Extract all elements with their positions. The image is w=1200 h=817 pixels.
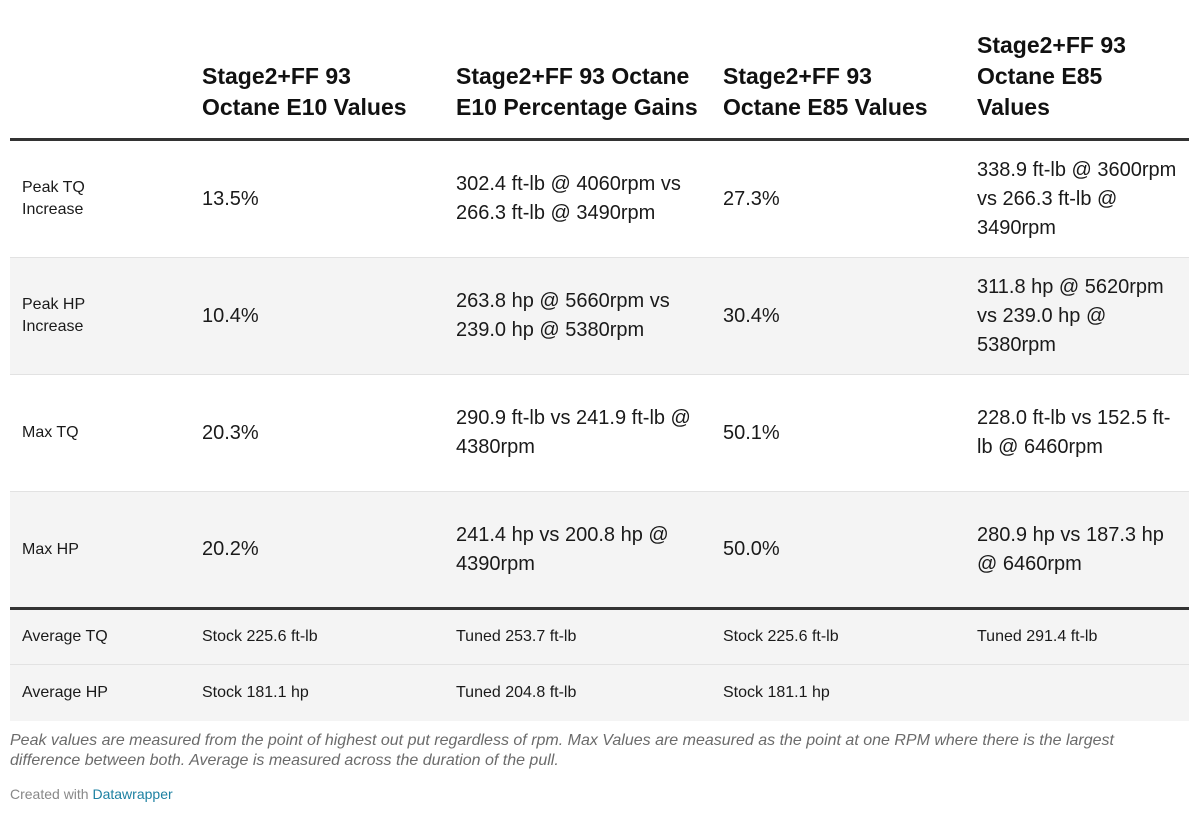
table-cell: 10.4%	[190, 257, 444, 375]
table-cell: 50.0%	[711, 491, 965, 610]
footer-row-label: Average HP	[10, 664, 190, 721]
table-cell: 280.9 hp vs 187.3 hp @ 6460rpm	[965, 491, 1189, 610]
footer-cell	[965, 664, 1189, 721]
footer-cell: Tuned 204.8 ft-lb	[444, 664, 711, 721]
row-label: Peak HP Increase	[10, 257, 190, 375]
table-cell: 290.9 ft-lb vs 241.9 ft-lb @ 4380rpm	[444, 374, 711, 492]
row-label: Peak TQ Increase	[10, 139, 190, 258]
table-row: Max HP 20.2% 241.4 hp vs 200.8 hp @ 4390…	[10, 491, 1189, 610]
datawrapper-link[interactable]: Datawrapper	[92, 786, 173, 802]
table-cell: 338.9 ft-lb @ 3600rpm vs 266.3 ft-lb @ 3…	[965, 139, 1189, 258]
footer-cell: Stock 181.1 hp	[190, 664, 444, 721]
data-table-container: Stage2+FF 93 Octane E10 Values Stage2+FF…	[10, 30, 1189, 721]
credit-line: Created with Datawrapper	[10, 785, 173, 803]
table-footer: Average TQ Stock 225.6 ft-lb Tuned 253.7…	[10, 608, 1189, 721]
row-label: Max TQ	[10, 374, 190, 492]
comparison-table: Stage2+FF 93 Octane E10 Values Stage2+FF…	[10, 30, 1189, 721]
footer-cell: Tuned 253.7 ft-lb	[444, 608, 711, 665]
row-label: Max HP	[10, 491, 190, 610]
table-body: Peak TQ Increase 13.5% 302.4 ft-lb @ 406…	[10, 139, 1189, 610]
table-cell: 20.2%	[190, 491, 444, 610]
table-cell: 13.5%	[190, 139, 444, 258]
header-row: Stage2+FF 93 Octane E10 Values Stage2+FF…	[10, 30, 1189, 141]
table-cell: 20.3%	[190, 374, 444, 492]
header-cell-e85-values-2[interactable]: Stage2+FF 93 Octane E85 Values	[965, 30, 1189, 141]
table-header: Stage2+FF 93 Octane E10 Values Stage2+FF…	[10, 30, 1189, 141]
table-cell: 27.3%	[711, 139, 965, 258]
table-cell: 263.8 hp @ 5660rpm vs 239.0 hp @ 5380rpm	[444, 257, 711, 375]
header-cell-e10-values[interactable]: Stage2+FF 93 Octane E10 Values	[190, 30, 444, 141]
table-row: Peak HP Increase 10.4% 263.8 hp @ 5660rp…	[10, 257, 1189, 375]
header-cell-e10-percentage-gains[interactable]: Stage2+FF 93 Octane E10 Percentage Gains	[444, 30, 711, 141]
header-cell-e85-values[interactable]: Stage2+FF 93 Octane E85 Values	[711, 30, 965, 141]
footer-row: Average HP Stock 181.1 hp Tuned 204.8 ft…	[10, 664, 1189, 721]
table-cell: 50.1%	[711, 374, 965, 492]
table-cell: 228.0 ft-lb vs 152.5 ft-lb @ 6460rpm	[965, 374, 1189, 492]
table-row: Max TQ 20.3% 290.9 ft-lb vs 241.9 ft-lb …	[10, 374, 1189, 492]
footer-cell: Stock 225.6 ft-lb	[190, 608, 444, 665]
table-cell: 241.4 hp vs 200.8 hp @ 4390rpm	[444, 491, 711, 610]
footer-cell: Stock 181.1 hp	[711, 664, 965, 721]
header-cell-empty	[10, 30, 190, 141]
footer-cell: Tuned 291.4 ft-lb	[965, 608, 1189, 665]
footer-row-label: Average TQ	[10, 608, 190, 665]
table-cell: 302.4 ft-lb @ 4060rpm vs 266.3 ft-lb @ 3…	[444, 139, 711, 258]
credit-prefix: Created with	[10, 786, 89, 802]
footer-row: Average TQ Stock 225.6 ft-lb Tuned 253.7…	[10, 608, 1189, 665]
table-cell: 311.8 hp @ 5620rpm vs 239.0 hp @ 5380rpm	[965, 257, 1189, 375]
table-notes: Peak values are measured from the point …	[10, 732, 1114, 769]
table-cell: 30.4%	[711, 257, 965, 375]
footer-cell: Stock 225.6 ft-lb	[711, 608, 965, 665]
table-row: Peak TQ Increase 13.5% 302.4 ft-lb @ 406…	[10, 139, 1189, 258]
